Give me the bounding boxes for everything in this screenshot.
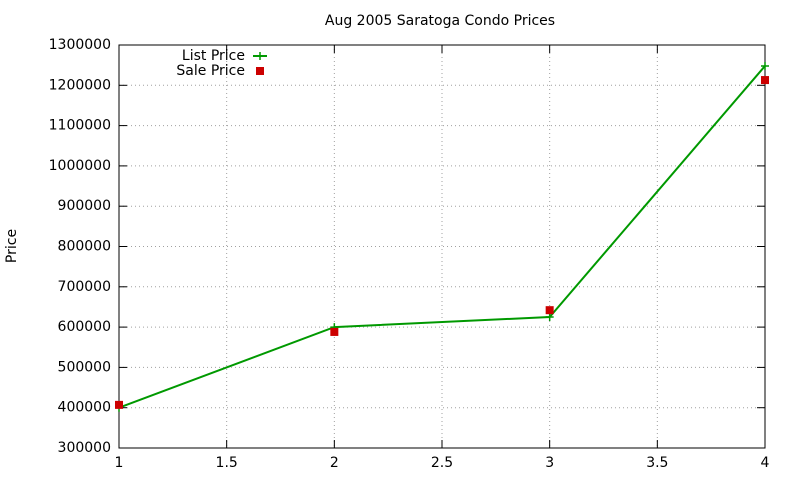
y-tick-label: 400000	[58, 400, 111, 416]
y-axis-label: Price	[4, 229, 20, 263]
y-tick-label: 1100000	[49, 118, 111, 134]
x-tick-label: 1.5	[216, 455, 238, 471]
y-tick-label: 700000	[58, 279, 111, 295]
y-tick-label: 900000	[58, 198, 111, 214]
legend-label: Sale Price	[176, 63, 245, 79]
data-point	[761, 76, 769, 85]
legend-marker	[256, 67, 264, 75]
y-tick-label: 300000	[58, 440, 111, 456]
x-tick-label: 3	[545, 455, 554, 471]
legend-marker	[256, 52, 264, 60]
data-point	[545, 313, 554, 322]
y-tick-label: 1200000	[49, 77, 111, 93]
y-tick-label: 1000000	[49, 158, 111, 174]
data-point	[330, 327, 339, 336]
chart-title: Aug 2005 Saratoga Condo Prices	[325, 13, 555, 29]
plot-frame	[118, 44, 766, 449]
y-tick-label: 500000	[58, 359, 111, 375]
x-tick-label: 2.5	[431, 455, 453, 471]
data-point	[545, 306, 554, 315]
x-tick-label: 2	[330, 455, 339, 471]
data-point	[761, 61, 769, 70]
y-tick-label: 600000	[58, 319, 111, 335]
data-point	[115, 400, 123, 409]
legend-label: List Price	[182, 48, 245, 64]
x-tick-label: 1	[115, 455, 124, 471]
y-tick-label: 800000	[58, 239, 111, 255]
series-line	[118, 65, 766, 409]
y-tick-label: 1300000	[49, 37, 111, 53]
x-tick-label: 3.5	[646, 455, 668, 471]
x-tick-label: 4	[761, 455, 770, 471]
